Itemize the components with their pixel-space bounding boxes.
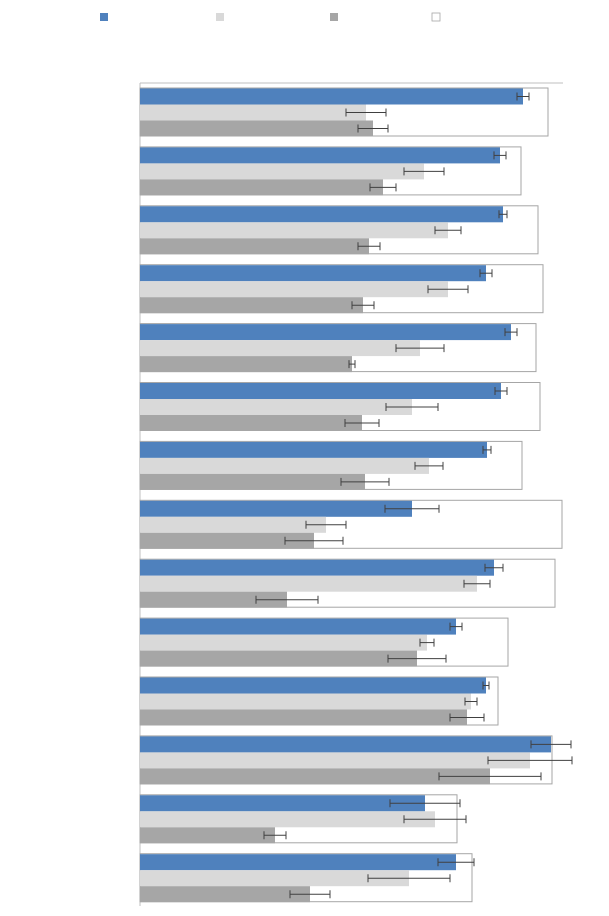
bar (140, 415, 362, 431)
bar (140, 457, 429, 474)
error-bar (482, 681, 490, 690)
error-bar (340, 477, 390, 486)
bar (140, 88, 523, 105)
error-bar (255, 595, 319, 604)
bar (140, 238, 369, 255)
error-bar (263, 831, 287, 840)
bar (140, 500, 412, 517)
bar (140, 297, 363, 314)
bar (140, 886, 310, 903)
error-bar (504, 328, 518, 337)
bar (140, 650, 417, 667)
error-bar (434, 226, 462, 235)
error-bar (479, 269, 493, 278)
error-bar (348, 360, 356, 369)
bar (140, 324, 511, 341)
error-bar (345, 108, 387, 117)
error-bar (369, 183, 397, 192)
bar (140, 618, 456, 635)
error-bar (484, 563, 504, 572)
error-bar (351, 301, 375, 310)
error-bar (385, 403, 439, 411)
bar (140, 179, 383, 196)
error-bar (530, 740, 572, 749)
bar (140, 854, 456, 871)
bar (140, 265, 486, 282)
error-bar (384, 504, 440, 513)
error-bar (389, 799, 461, 808)
error-bar (414, 461, 444, 470)
bar (140, 575, 477, 592)
error-bar (493, 151, 507, 160)
bar (140, 677, 486, 694)
bar (140, 768, 490, 785)
error-bar (487, 756, 573, 765)
bar (140, 163, 424, 180)
bar (140, 120, 373, 137)
error-bar (289, 890, 331, 899)
bar (140, 516, 326, 533)
error-bar (464, 697, 478, 706)
bar (140, 340, 420, 357)
bar (140, 795, 425, 812)
error-bar (449, 622, 463, 631)
error-bar (357, 242, 381, 251)
bar (140, 399, 412, 415)
bar (140, 591, 287, 608)
bar (140, 281, 448, 298)
error-bar (516, 92, 530, 101)
error-bar (438, 772, 542, 781)
error-bar (305, 520, 347, 529)
error-bar (403, 167, 445, 176)
bar (140, 441, 487, 458)
error-bar (494, 387, 508, 395)
error-bar (344, 419, 380, 427)
error-bar (482, 445, 492, 454)
bar (140, 693, 471, 710)
bar (140, 827, 275, 844)
bar (140, 532, 314, 549)
bar (140, 811, 435, 828)
legend-marker (216, 13, 224, 21)
bar (140, 473, 365, 490)
bar (140, 222, 448, 239)
bar (140, 356, 352, 373)
legend-marker (330, 13, 338, 21)
bar (140, 709, 467, 726)
bar (140, 752, 530, 769)
bar (140, 206, 503, 223)
error-bar (367, 874, 451, 883)
bar (140, 147, 500, 164)
error-bar (395, 344, 445, 353)
error-bar (403, 815, 467, 824)
error-bar (284, 536, 344, 545)
bar (140, 559, 494, 576)
legend-marker (100, 13, 108, 21)
error-bar (427, 285, 469, 294)
error-bar (387, 654, 447, 663)
bar (140, 870, 409, 887)
error-bar (498, 210, 508, 219)
bar (140, 383, 501, 399)
error-bar (419, 638, 435, 647)
error-bar (449, 713, 485, 722)
bar (140, 634, 427, 651)
error-bar (463, 579, 491, 588)
error-bar (357, 124, 389, 133)
bar (140, 736, 551, 753)
bar (140, 104, 366, 121)
legend-marker (431, 12, 441, 22)
error-bar (437, 858, 475, 867)
